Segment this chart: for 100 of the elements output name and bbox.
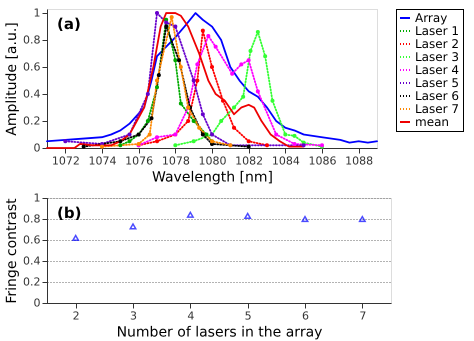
x-tick-label: 1088 [345, 154, 374, 168]
legend-label: Laser 7 [415, 102, 460, 116]
x-tick-label: 1072 [52, 154, 80, 168]
y-axis-title: Amplitude [a.u.] [4, 22, 20, 136]
point [148, 132, 152, 136]
point [195, 62, 200, 66]
point [164, 20, 168, 24]
point [178, 101, 183, 106]
point [302, 216, 308, 222]
point [155, 11, 159, 16]
point [155, 78, 159, 83]
point [214, 44, 218, 49]
y-tick-label: 0.4 [23, 88, 40, 101]
point [186, 212, 194, 218]
legend-label: Laser 1 [415, 24, 460, 38]
line-series [46, 12, 378, 144]
y-tick-label: 0.6 [23, 60, 40, 74]
y-tick-label: 0.8 [23, 212, 40, 226]
point [200, 28, 205, 33]
point [118, 139, 122, 144]
point [155, 85, 159, 90]
x-tick-label: 1076 [125, 154, 154, 168]
legend-label: Laser 6 [415, 89, 460, 103]
y-tick-label: 1 [34, 192, 40, 204]
legend-label: mean [415, 115, 450, 129]
point [274, 132, 278, 136]
legend-label: Laser 3 [415, 50, 460, 64]
x-tick-label: 1084 [272, 154, 300, 168]
point [186, 119, 190, 124]
annotation: (a) [57, 15, 81, 33]
point [128, 139, 132, 144]
point [232, 106, 236, 110]
point [200, 132, 205, 136]
point [206, 34, 210, 38]
point [239, 62, 244, 66]
point [210, 65, 214, 70]
point [244, 212, 252, 219]
point [150, 116, 154, 120]
x-tick-label: 1078 [162, 154, 190, 168]
point [219, 119, 224, 124]
point [358, 216, 366, 222]
x-axis-title: Wavelength [nm] [152, 170, 273, 186]
point [265, 143, 269, 148]
point [197, 126, 202, 130]
y-tick-label: 0.2 [23, 276, 40, 288]
point [256, 89, 260, 94]
point [292, 142, 296, 146]
y-axis-title: Fringe contrast [4, 198, 20, 304]
y-tick-label: 0.8 [23, 34, 40, 47]
y-tick-label: 0.4 [23, 254, 40, 268]
x-tick-label: 4 [187, 310, 194, 322]
legend-label: Laser 5 [415, 76, 460, 90]
x-tick-label: 1080 [198, 154, 226, 168]
point [246, 58, 251, 62]
x-tick-label: 7 [359, 310, 366, 322]
x-axis-title: Number of lasers in the array [116, 324, 322, 340]
point [192, 139, 196, 144]
point [248, 48, 252, 53]
point [246, 144, 251, 149]
x-tick-label: 1086 [308, 154, 336, 168]
point [155, 135, 159, 140]
point [232, 126, 236, 130]
point [164, 24, 168, 29]
point [173, 143, 178, 148]
y-tick-label: 0.6 [23, 234, 40, 246]
y-tick-label: 0 [34, 296, 40, 310]
x-tick-label: 1082 [235, 154, 264, 168]
point [204, 132, 208, 136]
point [302, 143, 306, 148]
point [241, 94, 246, 99]
point [246, 139, 251, 144]
legend-label: Laser 2 [415, 37, 460, 51]
point [283, 132, 288, 136]
point [118, 143, 122, 148]
point [72, 234, 80, 242]
point [192, 78, 196, 83]
point [270, 98, 274, 103]
point [230, 72, 234, 76]
point [128, 132, 132, 136]
x-tick-label: 3 [130, 310, 137, 322]
x-tick-label: 1074 [88, 154, 116, 168]
point [100, 144, 104, 149]
point [155, 139, 159, 144]
point [146, 92, 150, 96]
point [63, 139, 68, 144]
point [146, 119, 150, 124]
point [177, 58, 181, 62]
legend-label: Laser 4 [415, 63, 460, 77]
point [82, 144, 86, 149]
y-tick-label: 0.2 [23, 114, 40, 128]
y-tick-label: 1 [34, 6, 40, 20]
x-tick-label: 6 [302, 310, 309, 322]
point [173, 58, 178, 62]
point [173, 24, 178, 29]
point [192, 119, 196, 124]
point [130, 223, 136, 230]
point [221, 98, 225, 103]
point [256, 30, 260, 34]
y-tick-label: 0 [34, 142, 40, 154]
point [156, 73, 161, 78]
